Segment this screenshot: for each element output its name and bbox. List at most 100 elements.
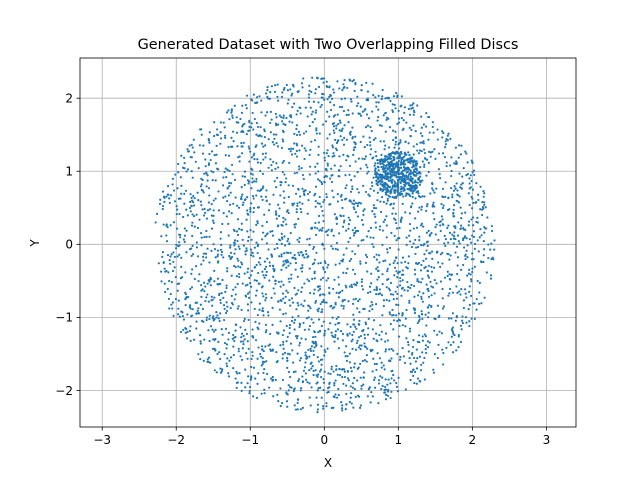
scatter-point (346, 267, 349, 270)
scatter-point (460, 187, 463, 190)
scatter-point (379, 292, 382, 295)
scatter-point (282, 297, 285, 300)
scatter-point (322, 200, 325, 204)
scatter-point (171, 269, 175, 273)
scatter-point (230, 111, 233, 114)
scatter-point (373, 213, 376, 216)
scatter-point (234, 265, 237, 269)
scatter-point (457, 333, 460, 337)
scatter-point (314, 342, 317, 345)
scatter-point (245, 133, 248, 136)
scatter-point (206, 360, 209, 363)
scatter-point (436, 333, 439, 336)
scatter-point (264, 156, 267, 159)
scatter-point (382, 299, 386, 302)
scatter-point (157, 262, 160, 265)
scatter-point (399, 280, 402, 283)
scatter-point (189, 210, 192, 213)
scatter-point (183, 202, 186, 205)
scatter-point (263, 276, 266, 279)
scatter-point (236, 239, 239, 243)
scatter-point (181, 166, 185, 169)
scatter-point (385, 224, 388, 227)
scatter-point (207, 329, 210, 332)
scatter-point (262, 349, 265, 353)
scatter-point (327, 328, 330, 331)
scatter-point (271, 323, 274, 326)
scatter-point (439, 280, 443, 283)
scatter-point (407, 107, 410, 111)
scatter-point (447, 132, 450, 135)
scatter-point (295, 337, 299, 340)
scatter-point (449, 237, 452, 241)
scatter-point (369, 187, 372, 190)
scatter-point (207, 162, 211, 165)
scatter-point (310, 367, 313, 370)
scatter-point (183, 234, 187, 237)
scatter-point (458, 195, 461, 198)
scatter-point (431, 286, 435, 289)
scatter-point (367, 317, 370, 320)
scatter-point (415, 246, 418, 249)
scatter-point (479, 185, 482, 188)
scatter-point (376, 159, 379, 162)
scatter-point (269, 230, 272, 233)
scatter-point (404, 140, 407, 143)
x-tick-label: −1 (241, 433, 259, 447)
scatter-point (199, 303, 202, 306)
scatter-point (399, 139, 402, 142)
scatter-point (340, 368, 344, 371)
scatter-point (181, 311, 184, 314)
scatter-point (221, 184, 225, 187)
scatter-point (357, 112, 360, 115)
scatter-point (257, 346, 260, 349)
scatter-point (356, 379, 359, 382)
scatter-point (367, 193, 370, 196)
scatter-point (298, 341, 302, 344)
scatter-point (408, 212, 412, 215)
scatter-point (245, 332, 249, 336)
scatter-point (272, 160, 275, 163)
scatter-point (471, 267, 474, 270)
scatter-point (252, 211, 255, 214)
scatter-point (386, 183, 389, 186)
scatter-point (414, 197, 417, 200)
scatter-point (278, 207, 281, 210)
scatter-point (323, 332, 326, 335)
scatter-point (378, 288, 382, 291)
scatter-point (420, 115, 423, 118)
scatter-point (331, 189, 334, 192)
scatter-point (345, 247, 348, 250)
scatter-point (308, 153, 311, 157)
scatter-point (414, 187, 417, 190)
scatter-point (289, 114, 292, 117)
scatter-point (276, 246, 279, 250)
scatter-point (427, 316, 430, 319)
scatter-point (203, 236, 206, 239)
scatter-point (297, 251, 300, 254)
scatter-point (343, 85, 346, 89)
scatter-point (490, 224, 494, 228)
scatter-point (473, 317, 476, 320)
scatter-point (389, 157, 393, 160)
scatter-point (341, 332, 345, 336)
scatter-point (459, 153, 463, 156)
scatter-point (208, 208, 212, 211)
scatter-point (411, 202, 414, 205)
scatter-point (218, 319, 221, 323)
scatter-point (414, 273, 417, 276)
scatter-point (296, 301, 299, 305)
scatter-point (382, 140, 386, 143)
scatter-point (310, 140, 313, 143)
scatter-point (415, 367, 419, 370)
scatter-point (279, 183, 282, 187)
scatter-point (298, 359, 302, 362)
scatter-point (291, 121, 294, 124)
scatter-point (282, 140, 285, 143)
scatter-point (320, 375, 323, 379)
scatter-point (281, 138, 284, 141)
scatter-point (270, 255, 274, 258)
scatter-point (196, 191, 199, 194)
scatter-point (262, 185, 265, 188)
